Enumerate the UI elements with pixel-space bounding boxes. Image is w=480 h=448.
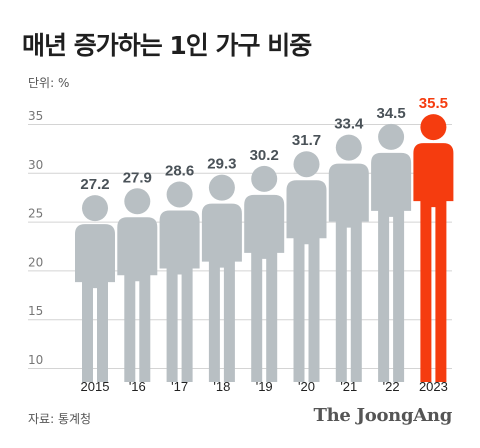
person-head [82, 195, 108, 222]
y-tick-label: 10 [28, 353, 43, 367]
x-tick-label: '17 [171, 379, 188, 394]
unit-label: 단위: % [28, 76, 70, 90]
person-bar [328, 134, 369, 382]
person-body [328, 163, 369, 382]
person-body [371, 152, 412, 382]
person-head [208, 174, 235, 201]
y-tick-label: 35 [28, 109, 43, 123]
person-head [251, 165, 278, 192]
value-label: 29.3 [207, 156, 236, 173]
person-head [166, 181, 193, 208]
value-label: 27.2 [80, 176, 109, 193]
y-tick-label: 20 [28, 255, 43, 269]
person-bar [286, 151, 327, 382]
value-label: 34.5 [376, 105, 405, 122]
source-label: 자료: 통계청 [28, 412, 92, 426]
person-body [117, 217, 158, 382]
person-bar [371, 123, 412, 382]
x-axis-labels: 2015 '16 '17 '18 '19 '20 '21 '22 2023 [81, 379, 448, 394]
person-head [420, 114, 447, 141]
person-bar [201, 174, 242, 382]
person-bar [75, 195, 115, 382]
x-tick-label: '18 [213, 379, 230, 394]
value-label: 35.5 [419, 95, 448, 112]
chart-title: 매년 증가하는 1인 가구 비중 [22, 31, 312, 60]
value-label: 31.7 [292, 132, 321, 149]
publisher-logo: The JoongAng [313, 405, 453, 426]
y-tick-label: 30 [28, 158, 43, 172]
x-tick-label: '19 [256, 379, 273, 394]
person-body [75, 224, 115, 382]
person-head [293, 151, 320, 178]
person-body [244, 194, 285, 382]
person-bar [117, 188, 158, 382]
x-tick-label: '20 [298, 379, 315, 394]
x-tick-label: 2015 [81, 379, 110, 394]
person-body [286, 180, 327, 382]
person-body [413, 143, 454, 382]
y-axis-ticks: 10 15 20 25 30 35 [28, 109, 43, 367]
person-body [159, 210, 200, 382]
value-label: 33.4 [334, 116, 364, 133]
y-tick-label: 15 [28, 304, 43, 318]
person-bar [413, 114, 454, 382]
person-head [378, 123, 405, 150]
value-label: 30.2 [250, 147, 279, 164]
person-head [124, 188, 151, 215]
person-bar [159, 181, 200, 382]
x-tick-label: '22 [383, 379, 400, 394]
value-labels: 27.2 27.9 28.6 29.3 30.2 31.7 33.4 34.5 35.5 [80, 95, 448, 193]
person-bar [244, 165, 285, 382]
person-bars [75, 114, 454, 382]
x-tick-label: '21 [340, 379, 357, 394]
person-head [335, 134, 362, 161]
person-body [201, 203, 242, 382]
value-label: 28.6 [165, 162, 194, 179]
x-tick-label: 2023 [419, 379, 448, 394]
y-tick-label: 25 [28, 207, 43, 221]
x-tick-label: '16 [129, 379, 146, 394]
value-label: 27.9 [123, 169, 152, 186]
